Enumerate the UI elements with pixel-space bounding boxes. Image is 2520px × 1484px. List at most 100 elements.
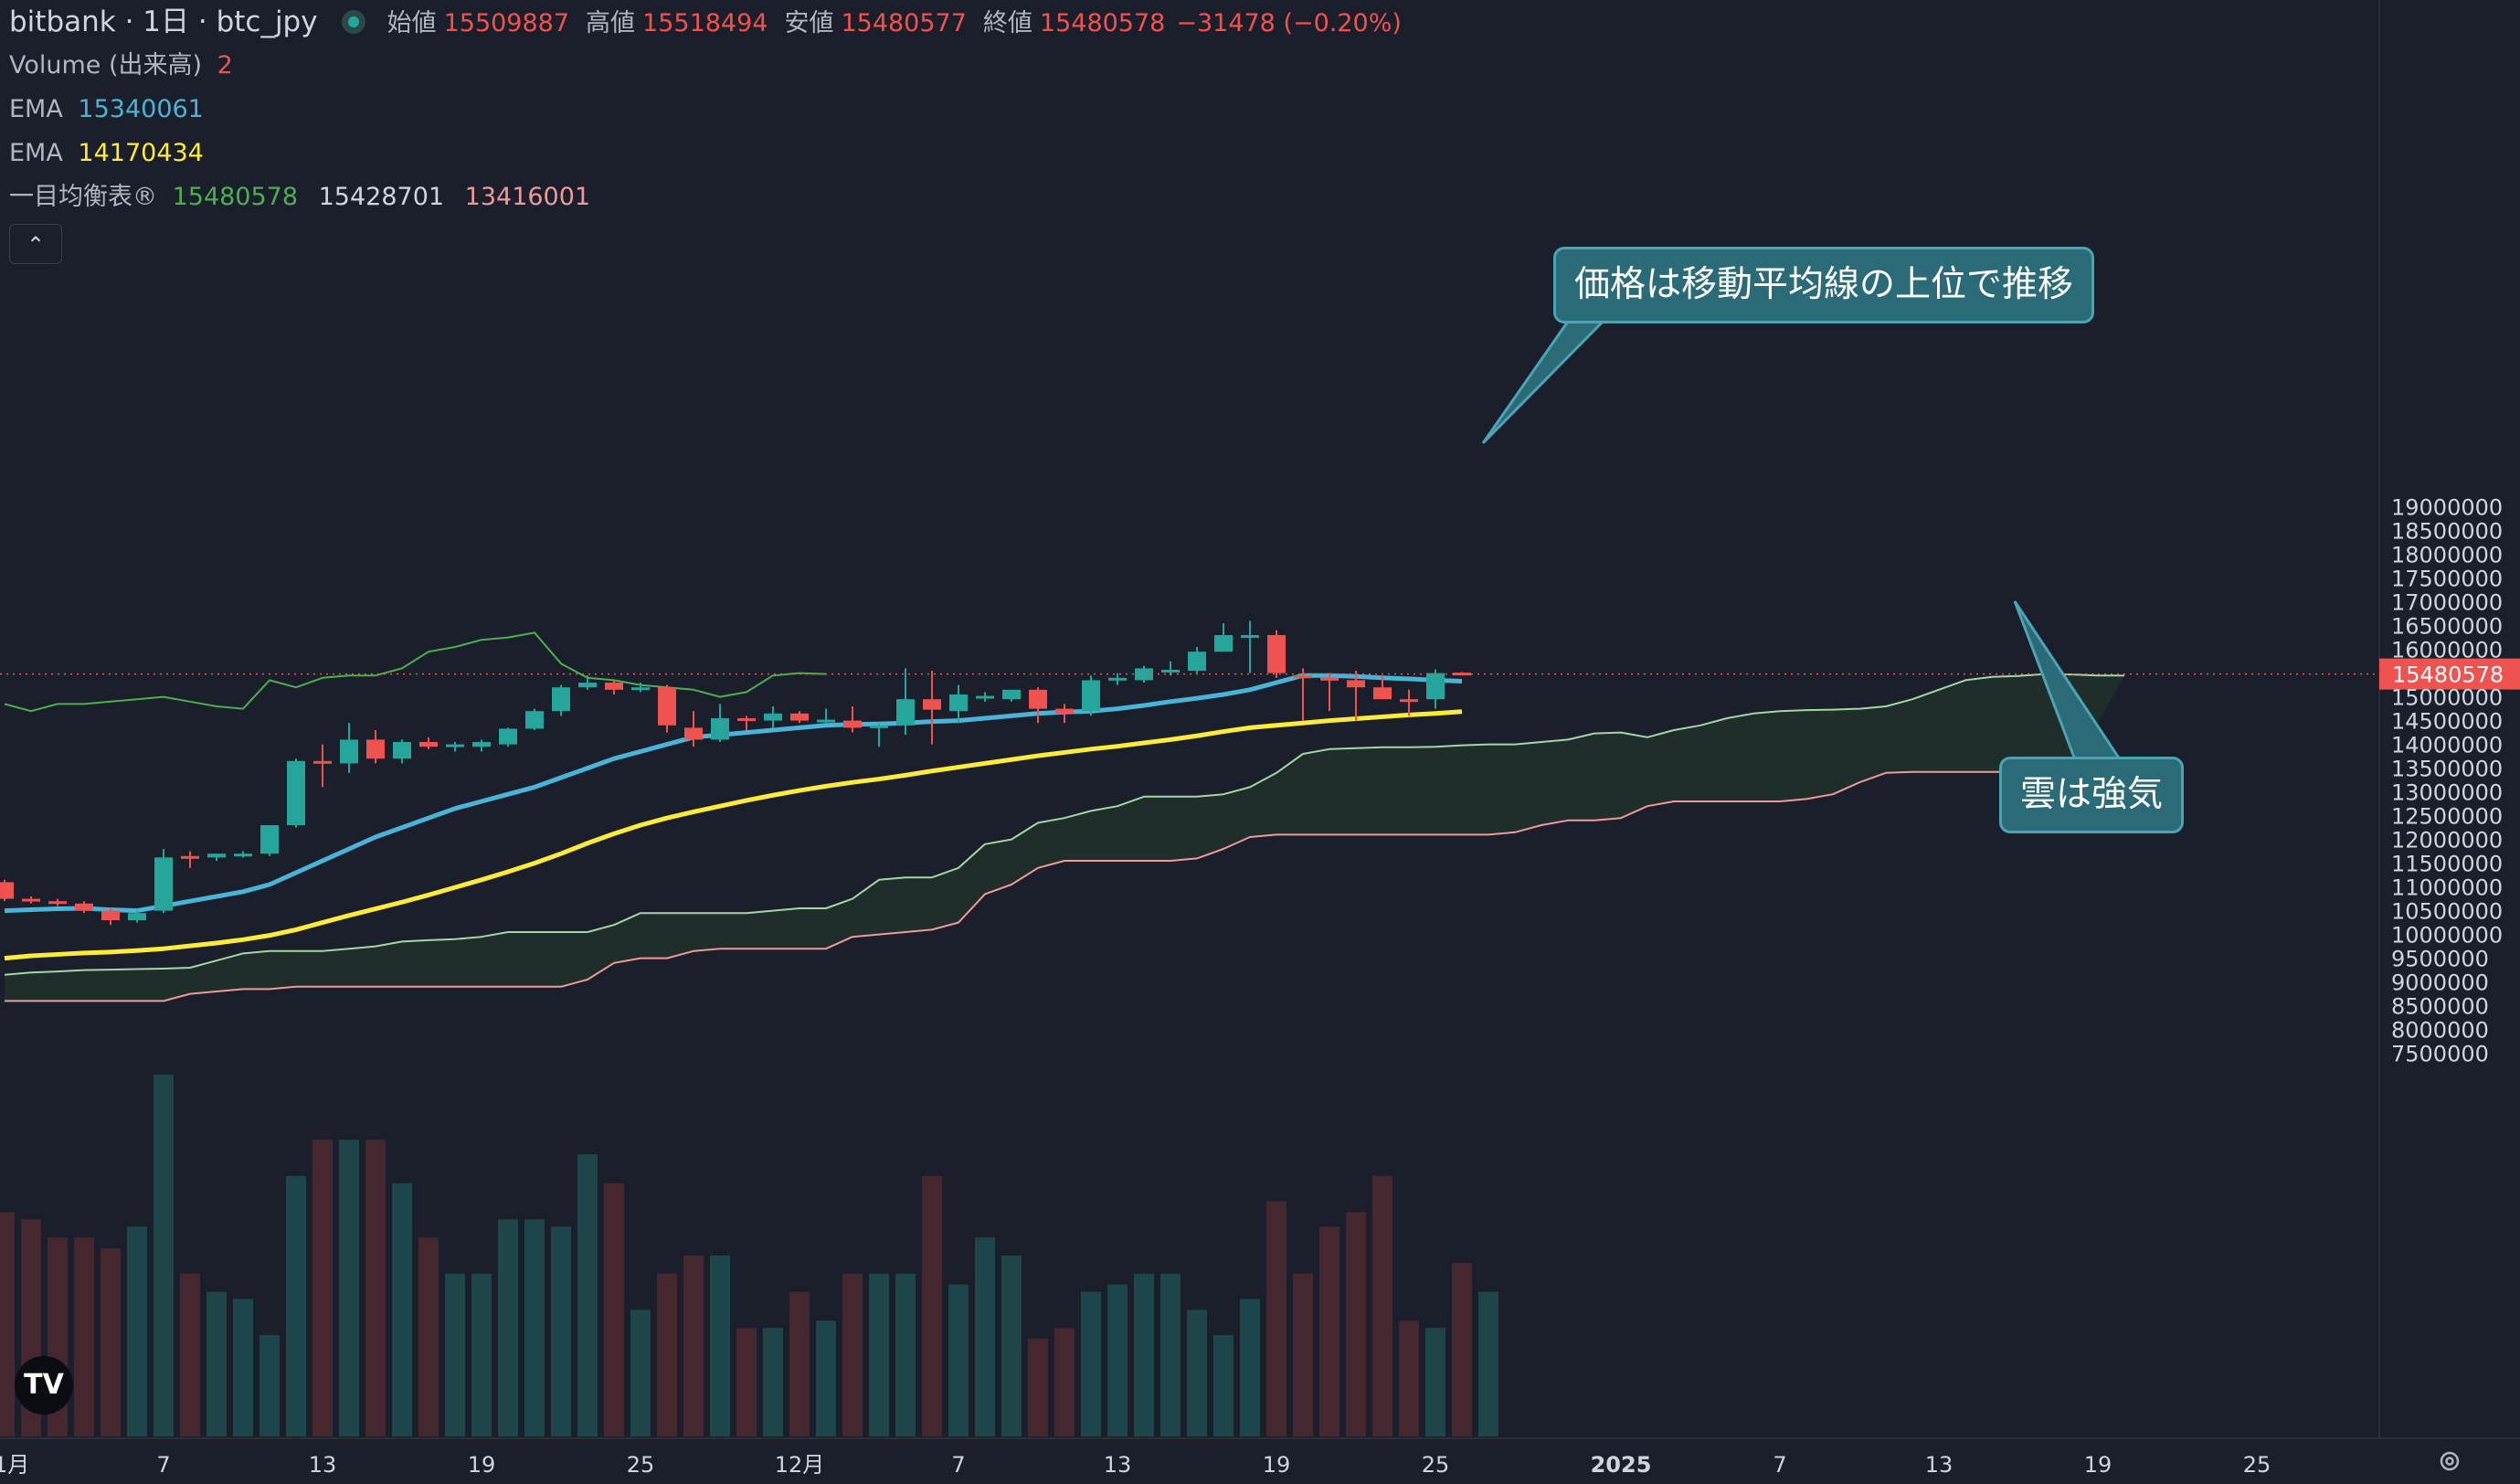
candle-body	[75, 903, 93, 911]
y-tick-label: 13000000	[2391, 780, 2503, 806]
legend-ema-fast[interactable]: EMA 15340061	[9, 88, 1402, 132]
candle-body	[790, 713, 809, 721]
candle-body	[552, 687, 570, 712]
title-row: bitbank · 1日 · btc_jpy 始値 15509887 高値 155184…	[9, 0, 1402, 44]
candle-body	[949, 694, 968, 712]
ichimoku-label: 一目均衡表®	[9, 183, 157, 211]
candle-body	[843, 720, 862, 728]
volume-bar	[895, 1273, 916, 1436]
candle-body	[1294, 675, 1312, 679]
ohlc-open-value: 15509887	[443, 9, 570, 37]
volume-bar	[392, 1182, 412, 1436]
candle-body	[393, 742, 411, 759]
volume-bar	[604, 1182, 624, 1436]
candle-body	[1002, 689, 1021, 700]
candle-body	[1108, 677, 1127, 681]
candle-body	[1453, 673, 1471, 676]
volume-bar	[1213, 1335, 1234, 1436]
ema-fast-value: 15340061	[78, 95, 204, 123]
cloud-fill	[5, 673, 2124, 1002]
y-tick-label: 18000000	[2391, 543, 2503, 568]
collapse-legend-button[interactable]: ⌃	[9, 224, 62, 264]
volume-bar	[1372, 1175, 1392, 1436]
candle-body	[976, 695, 994, 699]
volume-bar	[1134, 1273, 1154, 1436]
tradingview-logo[interactable]: TV	[15, 1356, 73, 1415]
volume-label: Volume (出来高)	[9, 51, 203, 80]
volume-bar	[1001, 1256, 1022, 1436]
candle-body	[419, 742, 438, 747]
volume-bar	[710, 1256, 730, 1436]
volume-bar	[0, 1212, 15, 1436]
candle-body	[764, 713, 782, 721]
volume-bar	[922, 1175, 942, 1436]
volume-bar	[259, 1335, 280, 1436]
volume-bar	[206, 1291, 227, 1436]
candlesticks	[0, 620, 1471, 926]
volume-bar	[312, 1140, 333, 1436]
candle-body	[870, 725, 888, 728]
candle-body	[1161, 669, 1180, 673]
chevron-up-icon: ⌃	[26, 232, 46, 258]
volume-bar	[1399, 1320, 1419, 1436]
candle-body	[1214, 635, 1233, 652]
volume-bar	[1346, 1212, 1366, 1436]
ohlc-close-label: 終値	[982, 9, 1032, 37]
volume-bar	[577, 1154, 598, 1436]
x-tick-label: 13	[1104, 1452, 1132, 1478]
legend-volume[interactable]: Volume (出来高) 2	[9, 44, 1402, 88]
chart-legend: bitbank · 1日 · btc_jpy 始値 15509887 高値 155184…	[9, 0, 1402, 219]
candle-body	[684, 727, 703, 740]
candle-body	[472, 742, 491, 747]
y-tick-label: 9500000	[2391, 947, 2489, 972]
x-tick-label: 7	[951, 1452, 965, 1478]
candle-body	[896, 699, 915, 726]
volume-bar	[101, 1248, 121, 1436]
ohlc-high-label: 高値	[586, 9, 636, 37]
legend-ichimoku[interactable]: 一目均衡表® 15480578 15428701 13416001	[9, 175, 1402, 219]
volume-bar	[1425, 1328, 1445, 1436]
y-tick-label: 13500000	[2391, 757, 2503, 782]
volume-bar	[154, 1075, 174, 1436]
symbol-title[interactable]: bitbank · 1日 · btc_jpy	[9, 5, 318, 38]
candle-body	[737, 718, 756, 721]
candle-body	[1029, 689, 1047, 709]
current-price-text: 15480578	[2392, 662, 2504, 688]
y-tick-label: 10500000	[2391, 899, 2503, 925]
y-tick-label: 8500000	[2391, 994, 2489, 1020]
volume-bar	[127, 1226, 147, 1436]
legend-ema-slow[interactable]: EMA 14170434	[9, 132, 1402, 175]
ema-fast-line	[4, 673, 1463, 914]
y-tick-label: 11500000	[2391, 852, 2503, 877]
gear-icon[interactable]	[2438, 1449, 2462, 1473]
price-change: −31478 (−0.20%)	[1176, 9, 1402, 37]
ema-slow-value: 14170434	[78, 139, 204, 167]
x-tick-label: 12月	[775, 1452, 825, 1478]
ohlc-open-label: 始値	[386, 9, 437, 37]
candle-body	[631, 687, 650, 691]
volume-bar	[1293, 1273, 1313, 1436]
volume-bar	[286, 1175, 306, 1436]
volume-bar	[1160, 1273, 1181, 1436]
candle-body	[181, 855, 199, 859]
candle-body	[1188, 652, 1206, 671]
volume-bar	[1081, 1291, 1101, 1436]
volume-bar	[789, 1291, 810, 1436]
volume-bar	[1319, 1226, 1339, 1436]
candle-body	[287, 760, 305, 825]
x-tick-label: 13	[1925, 1452, 1954, 1478]
y-tick-label: 14000000	[2391, 733, 2503, 758]
ema-slow-label: EMA	[9, 139, 63, 167]
y-tick-label: 7500000	[2391, 1042, 2489, 1067]
price-callout: 価格は移動平均線の上位で推移	[1553, 247, 2095, 323]
ohlc-close-value: 15480578	[1039, 9, 1166, 37]
candle-body	[499, 728, 517, 745]
x-tick-label: 19	[1263, 1452, 1291, 1478]
volume-bar	[1478, 1291, 1498, 1436]
candle-body	[260, 825, 279, 854]
y-tick-label: 12000000	[2391, 828, 2503, 853]
volume-bar	[365, 1140, 386, 1436]
price-callout-pointer	[1481, 314, 1612, 445]
senkou-span-b-line	[5, 770, 2071, 1002]
